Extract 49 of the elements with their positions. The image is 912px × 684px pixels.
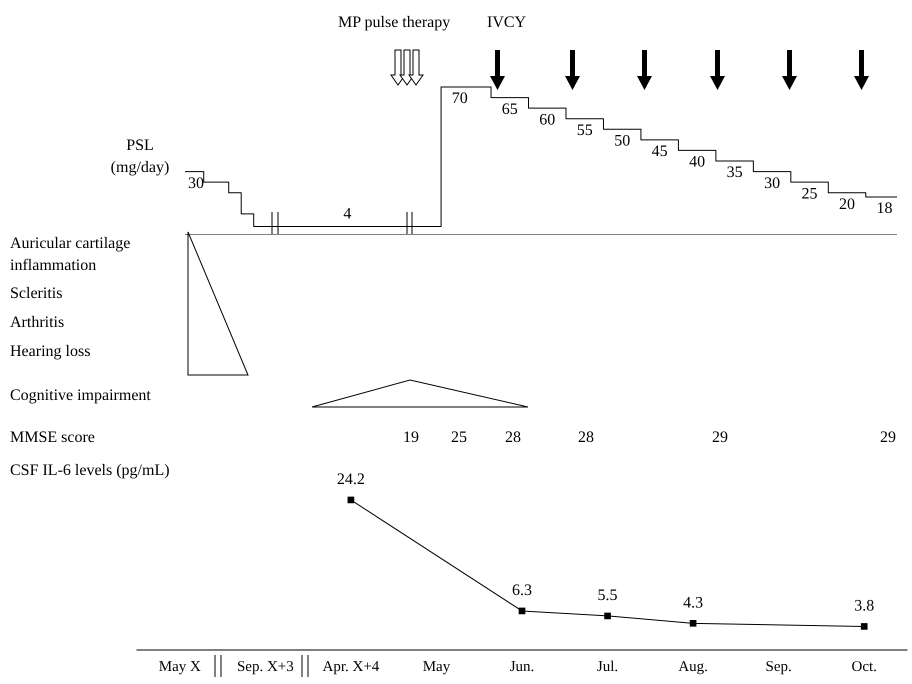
x-tick-label: Jul. [596, 658, 618, 675]
text: Hearing loss [10, 343, 90, 361]
x-tick-label: Apr. X+4 [322, 658, 380, 675]
data-label: 20 [839, 196, 856, 213]
text: 25 [451, 429, 467, 447]
data-label: 24.2 [336, 471, 365, 488]
x-tick-label: Aug. [678, 658, 708, 675]
data-label: 65 [502, 100, 518, 118]
x-tick-label: May [422, 658, 451, 675]
text: 19 [403, 429, 419, 447]
point [690, 620, 696, 627]
text: IVCY [487, 14, 526, 32]
data-label: 50 [614, 132, 630, 150]
data-label: 45 [652, 143, 668, 160]
data-label: 18 [876, 200, 893, 218]
data-label: 70 [452, 90, 468, 108]
data-label: 30 [764, 174, 780, 192]
x-tick-label: May X [158, 658, 201, 675]
data-label: 55 [576, 122, 593, 139]
data-label: 4 [343, 206, 352, 223]
x-tick-label: Oct. [852, 658, 877, 675]
data-label: 35 [726, 164, 743, 182]
data-label: 3.8 [854, 598, 874, 615]
y-axis-title: CSF IL-6 levels (pg/mL) [10, 462, 170, 480]
x-tick-label: Sep. X+3 [236, 658, 294, 675]
text: Arthritis [10, 314, 64, 332]
point [348, 496, 354, 504]
data-label: 30 [188, 174, 204, 192]
data-label: 40 [689, 154, 706, 171]
data-label: 4.3 [683, 594, 704, 612]
text: 29 [880, 429, 896, 447]
text: 29 [712, 429, 728, 447]
point [518, 608, 526, 614]
text: Auricular cartilage inflammation [10, 234, 132, 276]
data-label: 25 [802, 185, 818, 202]
point [860, 623, 868, 630]
y-axis-title: PSL (mg/day) [110, 136, 170, 178]
text: 28 [505, 429, 521, 447]
text: MMSE score [10, 429, 95, 447]
data-label: 5.5 [598, 587, 618, 604]
point [604, 612, 611, 620]
data-label: 6.3 [512, 582, 532, 600]
data-label: 60 [539, 111, 556, 128]
text: Scleritis [10, 285, 62, 303]
x-tick-label: Jun. [510, 658, 534, 675]
x-tick-label: Sep. [766, 658, 792, 675]
text: 28 [578, 429, 594, 447]
text: MP pulse therapy [338, 14, 450, 32]
text: Cognitive impairment [10, 387, 151, 405]
